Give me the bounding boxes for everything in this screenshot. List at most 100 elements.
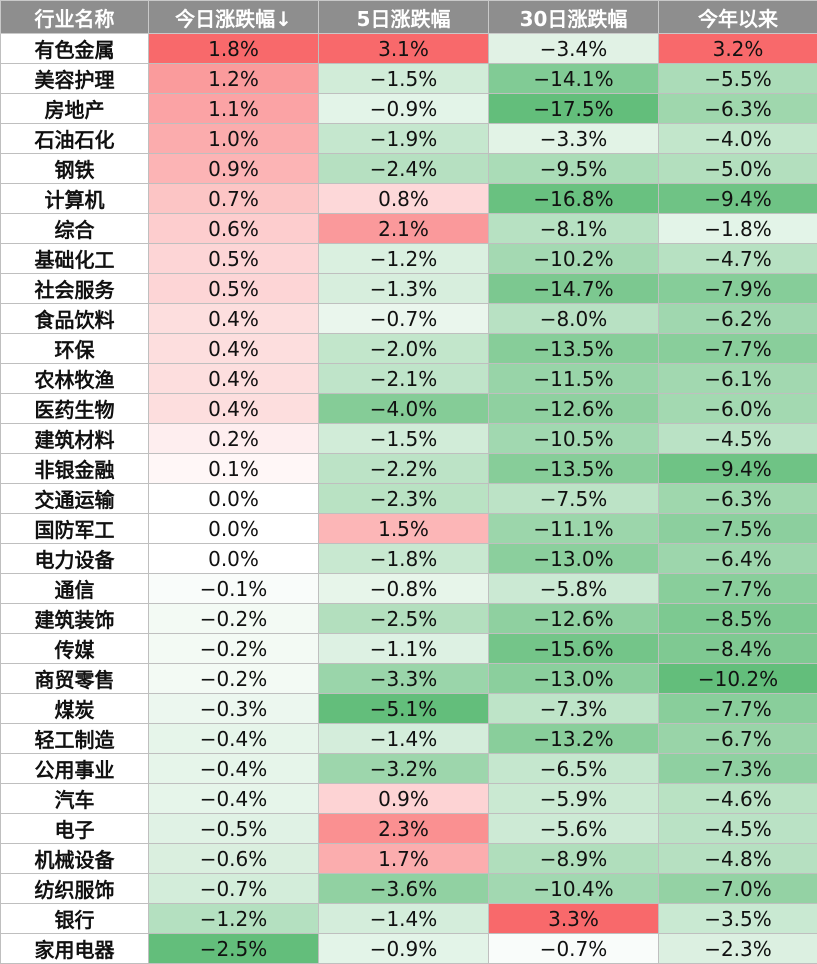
ytd-change-cell: −6.0% [659,394,817,424]
5day-change-cell: −0.8% [319,574,489,604]
30day-change-cell: −13.2% [489,724,659,754]
industry-name-cell: 国防军工 [1,514,149,544]
header-5day-change[interactable]: 5日涨跌幅 [319,1,489,34]
header-today-change[interactable]: 今日涨跌幅↓ [149,1,319,34]
ytd-change-cell: −6.7% [659,724,817,754]
ytd-change-cell: −9.4% [659,184,817,214]
today-change-cell: 0.0% [149,544,319,574]
industry-name-cell: 食品饮料 [1,304,149,334]
ytd-change-cell: −7.3% [659,754,817,784]
header-industry-name[interactable]: 行业名称 [1,1,149,34]
5day-change-cell: −0.9% [319,934,489,964]
header-30day-change[interactable]: 30日涨跌幅 [489,1,659,34]
today-change-cell: 0.4% [149,304,319,334]
industry-name-cell: 汽车 [1,784,149,814]
table-row: 纺织服饰−0.7%−3.6%−10.4%−7.0% [1,874,817,904]
5day-change-cell: −1.4% [319,724,489,754]
ytd-change-cell: −4.8% [659,844,817,874]
30day-change-cell: −12.6% [489,604,659,634]
industry-name-cell: 建筑材料 [1,424,149,454]
5day-change-cell: −1.9% [319,124,489,154]
30day-change-cell: −10.4% [489,874,659,904]
ytd-change-cell: −5.0% [659,154,817,184]
5day-change-cell: −3.6% [319,874,489,904]
today-change-cell: 0.0% [149,514,319,544]
30day-change-cell: −12.6% [489,394,659,424]
today-change-cell: 0.4% [149,394,319,424]
30day-change-cell: −8.1% [489,214,659,244]
5day-change-cell: −2.1% [319,364,489,394]
ytd-change-cell: −4.5% [659,424,817,454]
ytd-change-cell: −2.3% [659,934,817,964]
ytd-change-cell: −7.7% [659,334,817,364]
industry-name-cell: 交通运输 [1,484,149,514]
30day-change-cell: −6.5% [489,754,659,784]
today-change-cell: −0.2% [149,604,319,634]
industry-name-cell: 有色金属 [1,34,149,64]
today-change-cell: 1.8% [149,34,319,64]
header-ytd-change[interactable]: 今年以来 [659,1,817,34]
today-change-cell: 0.2% [149,424,319,454]
ytd-change-cell: −9.4% [659,454,817,484]
table-row: 电子−0.5%2.3%−5.6%−4.5% [1,814,817,844]
industry-name-cell: 纺织服饰 [1,874,149,904]
5day-change-cell: 0.8% [319,184,489,214]
table-row: 银行−1.2%−1.4%3.3%−3.5% [1,904,817,934]
today-change-cell: −1.2% [149,904,319,934]
5day-change-cell: −1.4% [319,904,489,934]
30day-change-cell: −8.9% [489,844,659,874]
today-change-cell: 0.4% [149,364,319,394]
industry-name-cell: 基础化工 [1,244,149,274]
table-row: 商贸零售−0.2%−3.3%−13.0%−10.2% [1,664,817,694]
5day-change-cell: −3.3% [319,664,489,694]
30day-change-cell: −13.5% [489,454,659,484]
ytd-change-cell: −7.0% [659,874,817,904]
ytd-change-cell: −8.5% [659,604,817,634]
today-change-cell: 0.9% [149,154,319,184]
5day-change-cell: −1.5% [319,64,489,94]
30day-change-cell: −3.3% [489,124,659,154]
table-row: 汽车−0.4%0.9%−5.9%−4.6% [1,784,817,814]
5day-change-cell: −2.4% [319,154,489,184]
industry-name-cell: 农林牧渔 [1,364,149,394]
ytd-change-cell: −5.5% [659,64,817,94]
industry-name-cell: 电力设备 [1,544,149,574]
table-row: 家用电器−2.5%−0.9%−0.7%−2.3% [1,934,817,964]
ytd-change-cell: −7.7% [659,574,817,604]
today-change-cell: 0.4% [149,334,319,364]
today-change-cell: 0.5% [149,274,319,304]
ytd-change-cell: −7.7% [659,694,817,724]
30day-change-cell: −14.7% [489,274,659,304]
industry-name-cell: 轻工制造 [1,724,149,754]
30day-change-cell: −14.1% [489,64,659,94]
industry-name-cell: 计算机 [1,184,149,214]
industry-name-cell: 钢铁 [1,154,149,184]
30day-change-cell: −15.6% [489,634,659,664]
today-change-cell: 0.7% [149,184,319,214]
table-row: 煤炭−0.3%−5.1%−7.3%−7.7% [1,694,817,724]
industry-name-cell: 通信 [1,574,149,604]
ytd-change-cell: −7.5% [659,514,817,544]
industry-name-cell: 医药生物 [1,394,149,424]
5day-change-cell: −1.3% [319,274,489,304]
industry-name-cell: 综合 [1,214,149,244]
ytd-change-cell: −4.5% [659,814,817,844]
5day-change-cell: −0.9% [319,94,489,124]
ytd-change-cell: −10.2% [659,664,817,694]
ytd-change-cell: −8.4% [659,634,817,664]
30day-change-cell: −13.0% [489,664,659,694]
industry-name-cell: 环保 [1,334,149,364]
5day-change-cell: −2.0% [319,334,489,364]
